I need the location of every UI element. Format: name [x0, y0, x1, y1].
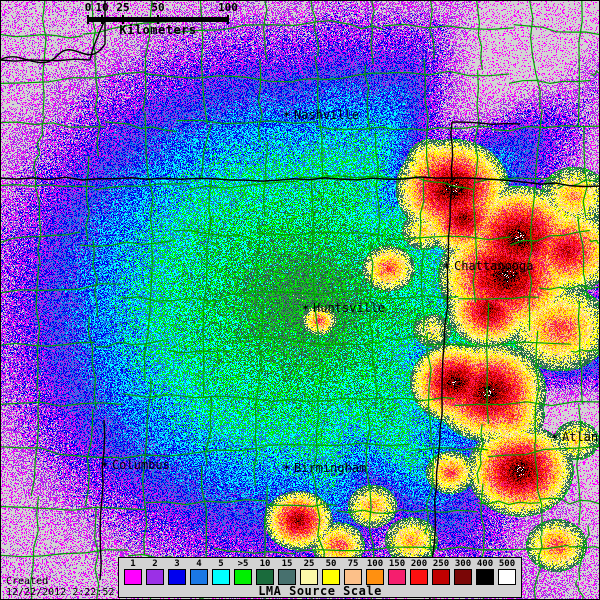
- legend-entry: 15: [276, 559, 298, 585]
- legend-color-swatch: [212, 569, 230, 585]
- legend-swatch-row: 1 2 3 4 5 >5 10 15 25 50 75 100 150 200 250 300 400 500: [122, 559, 518, 585]
- legend-entry-label: 1: [130, 559, 136, 569]
- legend-entry: 100: [364, 559, 386, 585]
- legend-color-swatch: [498, 569, 516, 585]
- legend-color-swatch: [300, 569, 318, 585]
- legend-entry: 4: [188, 559, 210, 585]
- star-icon: ✶: [551, 429, 559, 443]
- legend-entry-label: >5: [237, 559, 249, 569]
- scale-bar-tick-label: 10: [95, 1, 109, 14]
- legend-entry: 10: [254, 559, 276, 585]
- legend-entry: 150: [386, 559, 408, 585]
- legend-entry: 400: [474, 559, 496, 585]
- scale-bar-tick-label: 0: [84, 1, 92, 14]
- legend-entry: 5: [210, 559, 232, 585]
- legend-entry-label: 10: [259, 559, 271, 569]
- legend-entry: 2: [144, 559, 166, 585]
- scale-bar-tick: [157, 15, 159, 24]
- star-icon: ✶: [283, 107, 291, 121]
- scale-bar-tick: [101, 15, 103, 24]
- star-icon: ✶: [443, 258, 451, 272]
- legend-entry-label: 50: [325, 559, 337, 569]
- scale-bar-tick: [122, 15, 124, 24]
- legend-color-swatch: [366, 569, 384, 585]
- legend-entry: 75: [342, 559, 364, 585]
- star-icon: ✶: [302, 300, 310, 314]
- created-stamp: Created 12/22/2012 2:22:52: [6, 576, 114, 598]
- city-label: Birmingham: [294, 461, 367, 475]
- legend-color-swatch: [476, 569, 494, 585]
- city-label: Chattanooga: [454, 259, 534, 273]
- legend-entry-label: 3: [174, 559, 180, 569]
- legend-entry-label: 100: [366, 559, 384, 569]
- legend-entry-label: 5: [218, 559, 224, 569]
- legend-entry-label: 300: [454, 559, 472, 569]
- created-label: Created: [6, 576, 49, 587]
- legend-entry-label: 250: [432, 559, 450, 569]
- legend-color-swatch: [256, 569, 274, 585]
- legend-color-swatch: [322, 569, 340, 585]
- legend-color-swatch: [124, 569, 142, 585]
- legend-entry-label: 4: [196, 559, 202, 569]
- legend-entry: >5: [232, 559, 254, 585]
- legend-entry: 50: [320, 559, 342, 585]
- legend-color-swatch: [168, 569, 186, 585]
- legend-entry: 3: [166, 559, 188, 585]
- legend-color-swatch: [410, 569, 428, 585]
- scale-bar: 0 10 25 50 100 Kilometers: [80, 1, 238, 38]
- legend-entry: 250: [430, 559, 452, 585]
- legend-color-swatch: [190, 569, 208, 585]
- legend-entry-label: 150: [388, 559, 406, 569]
- city-label: Huntsville: [313, 301, 386, 315]
- scale-bar-tick-labels: 0 10 25 50 100: [80, 1, 238, 16]
- created-timestamp: 12/22/2012 2:22:52: [6, 587, 115, 598]
- legend-color-swatch: [146, 569, 164, 585]
- scale-bar-tick-label: 100: [218, 1, 238, 14]
- legend-entry-label: 2: [152, 559, 158, 569]
- legend-entry: 200: [408, 559, 430, 585]
- star-icon: ✶: [283, 460, 291, 474]
- city-label: Atlanta: [562, 430, 600, 444]
- legend-entry-label: 15: [281, 559, 293, 569]
- city-label: Columbus: [112, 458, 170, 472]
- legend-color-swatch: [344, 569, 362, 585]
- legend-entry-label: 400: [476, 559, 494, 569]
- legend-entry-label: 25: [303, 559, 315, 569]
- legend-entry-label: 75: [347, 559, 359, 569]
- legend-title: LMA Source Scale: [258, 584, 382, 598]
- legend-entry-label: 200: [410, 559, 428, 569]
- legend-color-swatch: [432, 569, 450, 585]
- legend-panel: 1 2 3 4 5 >5 10 15 25 50 75 100 150 200 250 300 400 500 L…: [118, 557, 522, 598]
- legend-entry: 500: [496, 559, 518, 585]
- scale-bar-tick-label: 25: [116, 1, 130, 14]
- legend-entry: 25: [298, 559, 320, 585]
- legend-color-swatch: [278, 569, 296, 585]
- city-label: Nashville: [294, 108, 360, 122]
- legend-entry-label: 500: [498, 559, 516, 569]
- scale-bar-tick: [87, 15, 89, 24]
- legend-entry: 1: [122, 559, 144, 585]
- scale-bar-unit-label: Kilometers: [119, 23, 197, 37]
- legend-color-swatch: [454, 569, 472, 585]
- legend-color-swatch: [388, 569, 406, 585]
- legend-color-swatch: [234, 569, 252, 585]
- star-icon: ✶: [101, 457, 109, 471]
- legend-entry: 300: [452, 559, 474, 585]
- scale-bar-tick: [227, 15, 229, 24]
- scale-bar-tick-label: 50: [151, 1, 165, 14]
